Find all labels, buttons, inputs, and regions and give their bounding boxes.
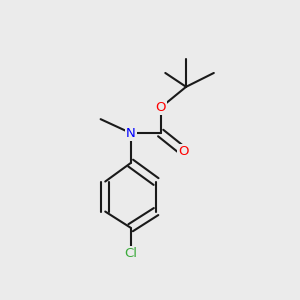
Text: N: N [126,127,136,140]
Text: O: O [155,101,166,114]
Text: O: O [178,145,189,158]
Text: Cl: Cl [124,247,137,260]
